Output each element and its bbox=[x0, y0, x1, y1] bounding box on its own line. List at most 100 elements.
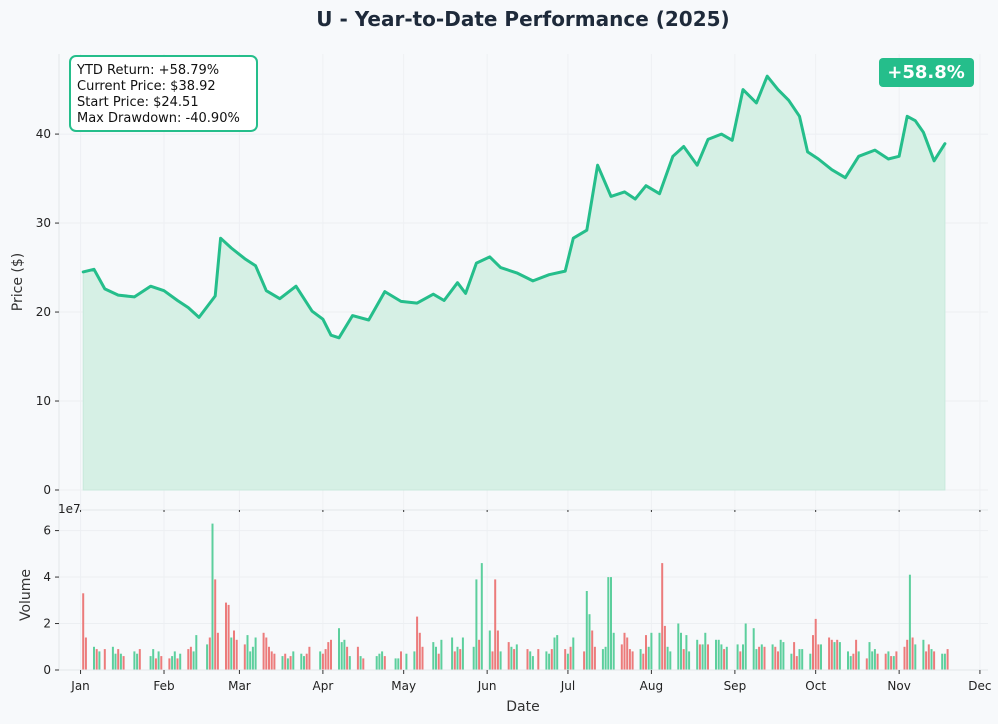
volume-bar bbox=[553, 637, 556, 670]
volume-bar bbox=[545, 651, 548, 670]
volume-bar bbox=[362, 658, 365, 670]
volume-bar bbox=[865, 658, 868, 670]
volume-panel: 0 2 4 6 Jan Feb Mar Apr May Jun Jul Aug Sep Oct Nov De… bbox=[18, 502, 992, 715]
volume-bar bbox=[610, 577, 612, 670]
volume-bar bbox=[868, 642, 871, 670]
volume-bar bbox=[914, 644, 917, 670]
volume-bar bbox=[550, 649, 553, 670]
volume-bar bbox=[251, 646, 254, 670]
volume-bar bbox=[303, 656, 305, 670]
stats-box: YTD Return: +58.79% Current Price: $38.9… bbox=[69, 55, 258, 132]
volume-bar bbox=[305, 653, 308, 670]
volume-bar bbox=[321, 653, 324, 670]
volume-bar bbox=[513, 649, 516, 670]
volume-bar bbox=[790, 653, 793, 670]
volume-bar bbox=[814, 618, 817, 670]
volume-bar bbox=[235, 639, 238, 670]
volume-bar bbox=[828, 637, 831, 670]
x-tick-label: Jan bbox=[70, 679, 90, 693]
price-y-tick-label: 20 bbox=[36, 305, 51, 319]
volume-bar bbox=[138, 649, 141, 670]
volume-bar bbox=[612, 632, 615, 670]
stats-box-frame bbox=[69, 55, 258, 132]
volume-bar bbox=[152, 649, 155, 670]
volume-bar bbox=[941, 653, 944, 670]
volume-bar bbox=[480, 563, 483, 670]
volume-bar bbox=[795, 656, 798, 670]
volume-bar bbox=[149, 656, 152, 670]
volume-bar bbox=[418, 632, 421, 670]
volume-bar bbox=[930, 649, 933, 670]
volume-y-ticks: 0 2 4 6 bbox=[43, 524, 59, 677]
volume-bar bbox=[117, 649, 120, 670]
volume-bar bbox=[214, 579, 217, 670]
volume-bar bbox=[324, 649, 327, 670]
volume-bar bbox=[933, 651, 936, 670]
volume-bar bbox=[136, 653, 139, 670]
volume-bar bbox=[270, 651, 273, 670]
volume-bar bbox=[230, 637, 233, 670]
volume-bar bbox=[833, 642, 836, 670]
volume-bar bbox=[583, 651, 586, 670]
volume-y-tick-label: 6 bbox=[43, 524, 51, 538]
volume-bar bbox=[698, 644, 701, 670]
volume-bar bbox=[593, 646, 596, 670]
volume-bar bbox=[817, 644, 820, 670]
volume-bar bbox=[381, 651, 384, 670]
volume-bar bbox=[171, 656, 174, 670]
volume-bar bbox=[645, 635, 647, 670]
volume-bar bbox=[696, 639, 699, 670]
volume-bar bbox=[585, 591, 588, 670]
volume-bar bbox=[531, 656, 534, 670]
volume-bar bbox=[281, 656, 284, 670]
start-price-stat: Start Price: $24.51 bbox=[77, 95, 199, 110]
volume-bar bbox=[375, 656, 378, 670]
volume-bar bbox=[887, 651, 890, 670]
volume-bar bbox=[394, 658, 397, 670]
volume-bar bbox=[685, 635, 688, 670]
volume-bar bbox=[187, 649, 190, 670]
volume-bar bbox=[488, 630, 491, 670]
volume-bar bbox=[911, 637, 914, 670]
volume-bar bbox=[607, 577, 610, 670]
volume-x-ticks: Jan Feb Mar Apr May Jun Jul Aug Sep Oct Nov Dec bbox=[70, 670, 992, 693]
volume-bar bbox=[416, 616, 419, 670]
volume-bar bbox=[437, 653, 440, 670]
volume-bar bbox=[720, 644, 723, 670]
volume-bar bbox=[704, 632, 707, 670]
volume-bar bbox=[758, 646, 761, 670]
volume-bar bbox=[507, 642, 510, 670]
volume-bar bbox=[435, 646, 437, 670]
volume-bar bbox=[133, 651, 136, 670]
volume-bar bbox=[642, 653, 645, 670]
volume-bar bbox=[453, 651, 456, 670]
volume-bar bbox=[491, 651, 494, 670]
volume-bar bbox=[742, 644, 744, 670]
volume-bar bbox=[122, 656, 125, 670]
volume-bar bbox=[397, 658, 400, 670]
volume-bar bbox=[876, 653, 879, 670]
volume-bar bbox=[348, 656, 351, 670]
x-tick-label: Feb bbox=[153, 679, 174, 693]
volume-bar bbox=[330, 639, 332, 670]
x-tick-label: Apr bbox=[313, 679, 334, 693]
volume-bar bbox=[284, 653, 287, 670]
volume-bar bbox=[227, 604, 230, 670]
volume-bar bbox=[626, 637, 629, 670]
price-y-tick-label: 10 bbox=[36, 394, 51, 408]
volume-bar bbox=[451, 637, 454, 670]
x-tick-label: Nov bbox=[887, 679, 910, 693]
price-y-tick-label: 30 bbox=[36, 216, 51, 230]
volume-bar bbox=[192, 651, 195, 670]
volume-bar bbox=[249, 651, 252, 670]
volume-bar bbox=[84, 637, 87, 670]
volume-bar bbox=[346, 646, 349, 670]
volume-bar bbox=[154, 658, 157, 670]
volume-bar bbox=[943, 653, 946, 670]
x-tick-label: Jun bbox=[477, 679, 497, 693]
volume-bar bbox=[604, 646, 607, 670]
volume-bar bbox=[526, 649, 529, 670]
volume-bar bbox=[432, 642, 435, 670]
